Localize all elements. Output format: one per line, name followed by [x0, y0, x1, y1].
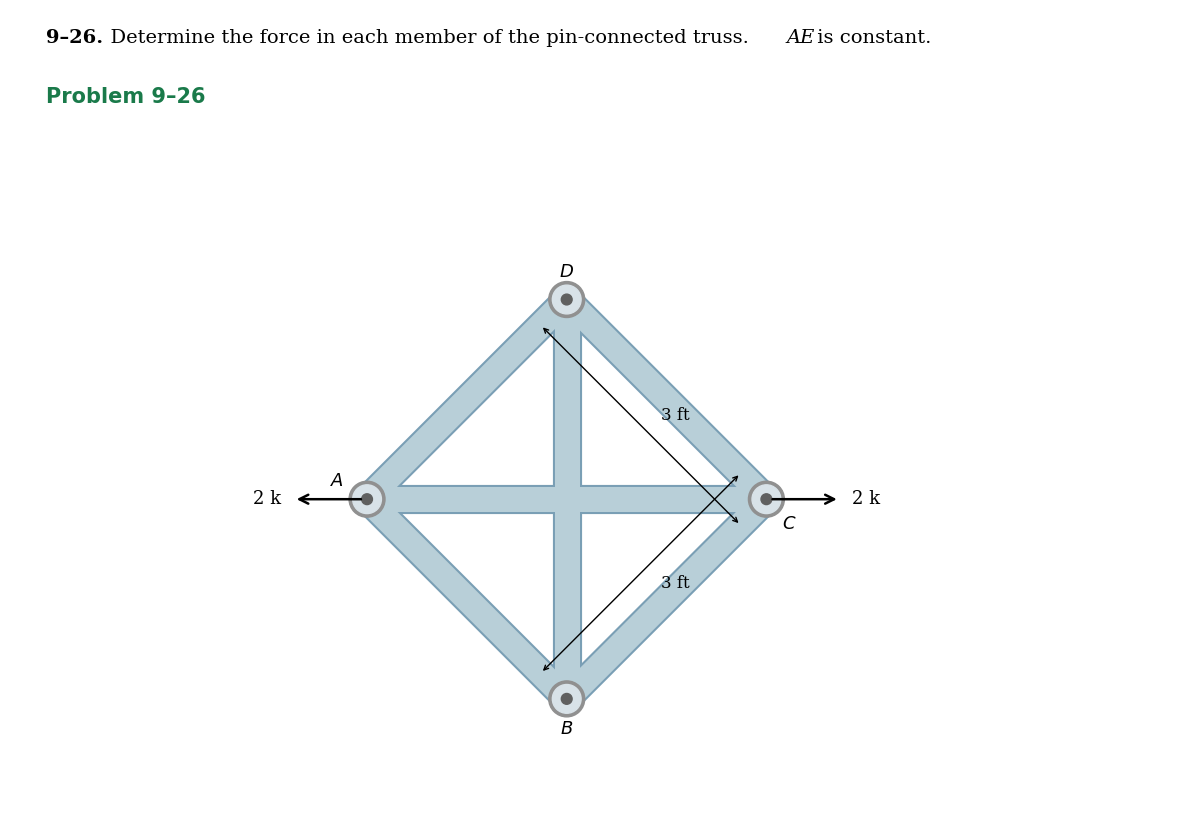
Text: AE: AE [786, 29, 815, 47]
Circle shape [552, 285, 581, 314]
Text: 2 k: 2 k [253, 490, 281, 508]
Text: 3 ft: 3 ft [661, 407, 689, 423]
Circle shape [548, 281, 584, 318]
Circle shape [752, 485, 781, 513]
Text: Determine the force in each member of the pin-connected truss.: Determine the force in each member of th… [98, 29, 756, 47]
Circle shape [562, 295, 572, 305]
Circle shape [548, 681, 584, 717]
Text: Problem 9–26: Problem 9–26 [46, 87, 205, 107]
Circle shape [353, 485, 382, 513]
Text: $\it{B}$: $\it{B}$ [560, 720, 574, 738]
Text: is constant.: is constant. [811, 29, 931, 47]
Circle shape [562, 694, 572, 704]
Text: $\it{A}$: $\it{A}$ [330, 472, 344, 489]
Text: 3 ft: 3 ft [661, 575, 689, 592]
Text: $\it{D}$: $\it{D}$ [559, 263, 575, 280]
Text: 2 k: 2 k [852, 490, 881, 508]
Circle shape [761, 494, 772, 504]
Text: $\it{C}$: $\it{C}$ [782, 516, 797, 533]
Text: 9–26.: 9–26. [46, 29, 103, 47]
Circle shape [749, 481, 785, 518]
Circle shape [349, 481, 385, 518]
Circle shape [361, 494, 372, 504]
Circle shape [552, 685, 581, 713]
